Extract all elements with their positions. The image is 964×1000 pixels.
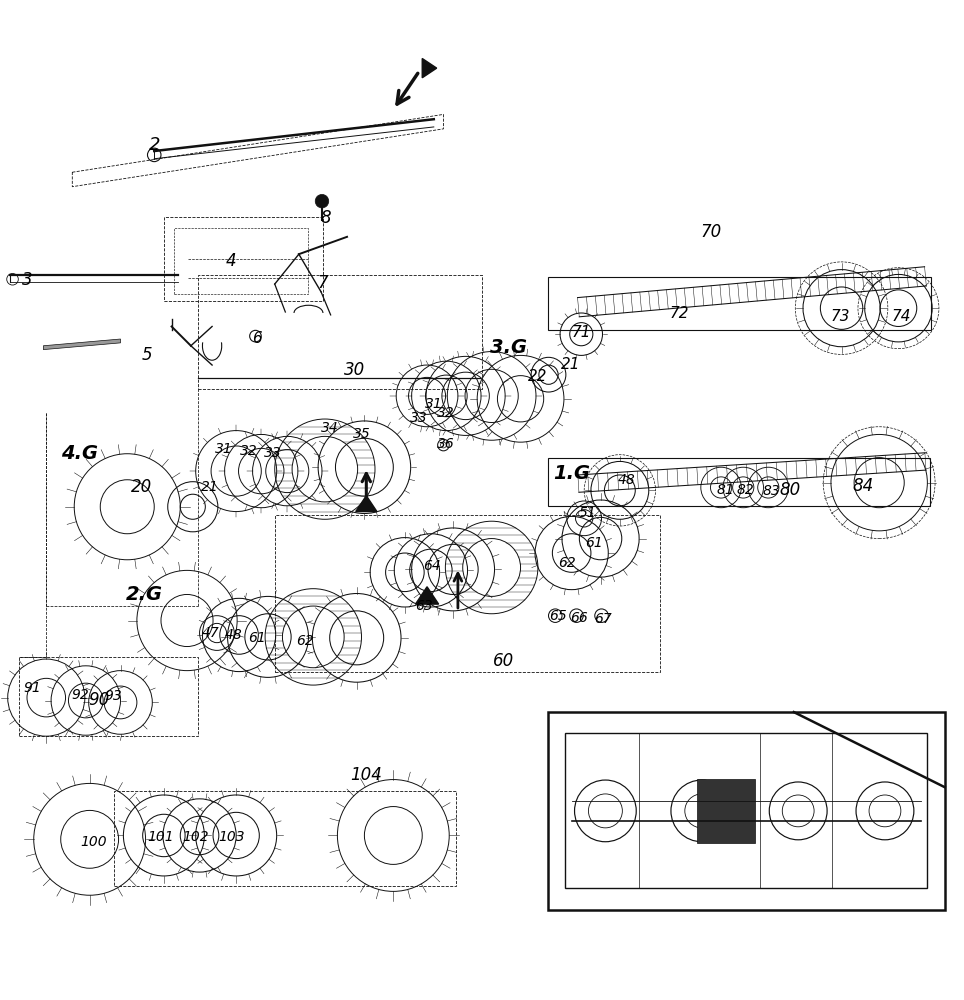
Text: 100: 100 <box>80 835 107 849</box>
Text: 65: 65 <box>549 609 567 623</box>
Text: 32: 32 <box>240 444 257 458</box>
Text: 70: 70 <box>701 223 722 241</box>
Text: 4: 4 <box>226 252 237 270</box>
Text: 67: 67 <box>595 612 612 626</box>
Text: 8: 8 <box>320 209 332 227</box>
Text: 102: 102 <box>182 830 209 844</box>
Text: 5: 5 <box>141 346 152 364</box>
Text: 48: 48 <box>225 628 242 642</box>
Text: 33: 33 <box>264 446 281 460</box>
Bar <box>548 458 930 506</box>
Text: 35: 35 <box>353 427 370 441</box>
Text: 3: 3 <box>21 271 33 289</box>
Text: 91: 91 <box>23 681 40 695</box>
Bar <box>565 733 927 888</box>
Bar <box>174 228 308 294</box>
Text: 21: 21 <box>201 480 219 494</box>
Text: 84: 84 <box>852 477 873 495</box>
Bar <box>275 515 660 672</box>
Text: 61: 61 <box>585 536 602 550</box>
Polygon shape <box>415 587 439 604</box>
Text: 22: 22 <box>528 369 548 384</box>
Text: 62: 62 <box>558 556 576 570</box>
Text: 36: 36 <box>437 437 454 451</box>
Text: 72: 72 <box>670 306 689 321</box>
Text: 60: 60 <box>493 652 514 670</box>
Text: 21: 21 <box>561 357 580 372</box>
Text: 47: 47 <box>201 626 219 640</box>
Text: 31: 31 <box>425 397 442 411</box>
Text: 74: 74 <box>892 309 911 324</box>
Text: 80: 80 <box>780 481 801 499</box>
Text: 31: 31 <box>215 442 232 456</box>
Text: 2.G: 2.G <box>126 585 163 604</box>
Text: 83: 83 <box>763 484 780 498</box>
Polygon shape <box>356 496 377 512</box>
Polygon shape <box>422 58 437 78</box>
Text: 2: 2 <box>148 136 160 154</box>
Text: 32: 32 <box>437 406 454 420</box>
Text: 104: 104 <box>350 766 383 784</box>
Text: 73: 73 <box>831 309 850 324</box>
Text: 20: 20 <box>131 478 152 496</box>
Bar <box>198 275 482 389</box>
Bar <box>697 779 755 843</box>
Bar <box>548 277 931 330</box>
Text: 7: 7 <box>317 274 329 292</box>
Text: 34: 34 <box>321 421 338 435</box>
Text: 81: 81 <box>716 483 734 497</box>
Text: 1.G: 1.G <box>553 464 590 483</box>
Text: 62: 62 <box>296 634 313 648</box>
Text: 33: 33 <box>411 411 428 425</box>
Text: 82: 82 <box>736 483 754 497</box>
Bar <box>114 791 456 886</box>
Text: 71: 71 <box>572 325 591 340</box>
Text: 4.G: 4.G <box>62 444 98 463</box>
Text: 6: 6 <box>253 331 262 346</box>
Text: 66: 66 <box>571 611 588 625</box>
Bar <box>164 217 323 301</box>
Text: 61: 61 <box>249 631 266 645</box>
Text: 30: 30 <box>344 361 365 379</box>
Bar <box>19 657 198 736</box>
Polygon shape <box>43 339 120 350</box>
Text: 93: 93 <box>104 689 121 703</box>
Text: 101: 101 <box>147 830 174 844</box>
Text: 103: 103 <box>218 830 245 844</box>
Text: 63: 63 <box>415 599 433 613</box>
Text: 3.G: 3.G <box>491 338 527 357</box>
Text: 64: 64 <box>423 559 441 573</box>
Text: 51: 51 <box>579 506 597 520</box>
Text: 90: 90 <box>89 691 110 709</box>
Text: 92: 92 <box>71 688 89 702</box>
Bar <box>548 712 945 910</box>
Text: 48: 48 <box>618 473 635 487</box>
Circle shape <box>315 194 329 208</box>
